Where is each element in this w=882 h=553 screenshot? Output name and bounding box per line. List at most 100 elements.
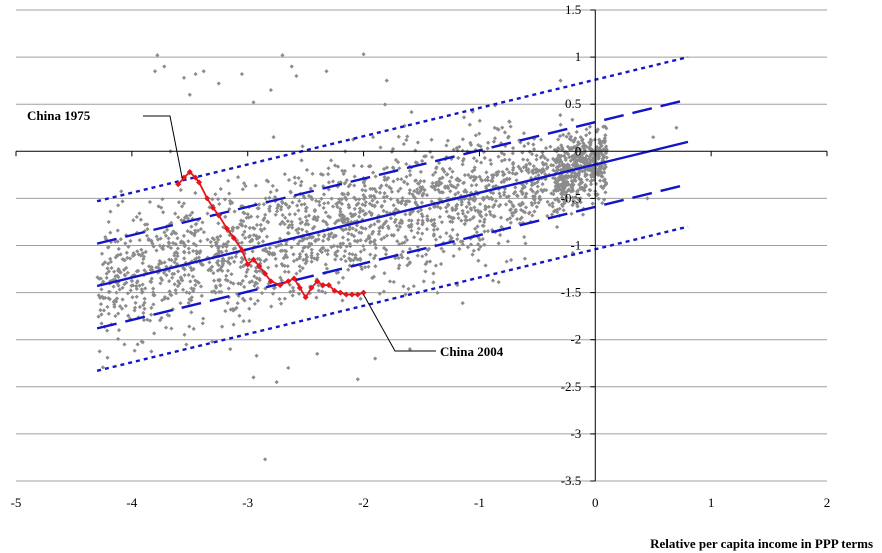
scatter-point — [575, 204, 580, 209]
scatter-point — [158, 281, 163, 286]
china-path-point — [196, 179, 203, 186]
scatter-point — [448, 234, 453, 239]
scatter-point — [385, 224, 391, 229]
scatter-point — [143, 249, 148, 254]
scatter-point — [254, 233, 259, 239]
scatter-point — [468, 206, 473, 211]
scatter-point — [353, 253, 358, 258]
scatter-point — [183, 260, 188, 265]
scatter-point — [302, 244, 307, 250]
scatter-point — [98, 302, 104, 307]
scatter-point — [554, 160, 559, 165]
scatter-point — [515, 217, 520, 222]
scatter-point — [438, 206, 443, 211]
scatter-point — [420, 214, 425, 219]
scatter-point — [188, 279, 193, 284]
scatter-point — [218, 283, 223, 288]
scatter-point — [599, 184, 604, 189]
scatter-point — [299, 179, 304, 184]
scatter-point — [513, 207, 518, 212]
scatter-point — [242, 229, 247, 234]
scatter-point — [436, 183, 441, 188]
y-tick-label: -3.5 — [561, 473, 582, 488]
scatter-point — [251, 100, 256, 105]
scatter-point — [452, 241, 457, 246]
scatter-point — [403, 212, 408, 217]
scatter-point — [211, 271, 216, 276]
scatter-point — [140, 251, 145, 256]
scatter-point — [368, 164, 373, 169]
scatter-point — [232, 307, 237, 312]
scatter-point — [486, 196, 492, 201]
china-path-point — [277, 282, 284, 289]
scatter-point — [555, 210, 560, 215]
x-tick-label: -1 — [474, 495, 485, 510]
scatter-point — [368, 186, 373, 191]
scatter-point — [415, 140, 421, 145]
scatter-point — [345, 217, 351, 222]
scatter-point — [263, 248, 268, 253]
scatter-point — [178, 240, 183, 245]
scatter-point — [484, 186, 489, 191]
scatter-point — [493, 103, 498, 108]
scatter-point — [429, 137, 434, 142]
scatter-point — [326, 166, 331, 171]
scatter-point — [216, 237, 221, 242]
scatter-point — [532, 200, 538, 205]
scatter-point — [180, 278, 185, 283]
scatter-point — [437, 190, 442, 195]
scatter-point — [201, 316, 206, 321]
scatter-point — [292, 175, 297, 180]
scatter-point — [494, 170, 499, 175]
scatter-point — [404, 237, 410, 243]
scatter-point — [602, 146, 608, 152]
scatter-point — [243, 274, 249, 279]
scatter-point — [260, 239, 266, 244]
scatter-point — [476, 247, 481, 252]
scatter-point — [418, 237, 423, 242]
scatter-point — [320, 289, 325, 294]
scatter-point — [178, 187, 183, 193]
scatter-point — [340, 220, 346, 225]
scatter-point — [184, 213, 189, 219]
scatter-point — [187, 297, 192, 302]
scatter-point — [336, 180, 341, 185]
scatter-point — [172, 253, 177, 258]
scatter-point — [395, 198, 400, 203]
scatter-point — [462, 189, 467, 194]
scatter-point — [370, 186, 375, 191]
scatter-point — [580, 137, 585, 142]
china-path-point — [262, 270, 269, 277]
scatter-point — [399, 218, 404, 223]
scatter-point — [338, 206, 343, 212]
scatter-point — [407, 188, 412, 193]
scatter-point — [338, 180, 343, 185]
scatter-point — [484, 170, 489, 175]
scatter-point — [446, 185, 451, 191]
scatter-point — [352, 206, 357, 211]
scatter-point — [447, 214, 452, 219]
scatter-point — [574, 153, 579, 158]
scatter-point — [292, 212, 298, 217]
scatter-point — [504, 167, 510, 172]
scatter-point — [548, 144, 553, 149]
scatter-point — [299, 220, 305, 225]
scatter-point — [186, 300, 191, 306]
scatter-point — [476, 142, 481, 148]
scatter-point — [558, 78, 563, 83]
scatter-point — [349, 214, 354, 219]
scatter-point — [370, 135, 376, 140]
scatter-point — [140, 282, 145, 287]
scatter-point — [419, 212, 424, 217]
scatter-point — [531, 142, 536, 147]
scatter-point — [482, 155, 487, 161]
scatter-point — [560, 161, 565, 166]
china-path-point — [175, 181, 182, 188]
scatter-point — [251, 375, 256, 380]
scatter-point — [405, 198, 410, 204]
scatter-point — [189, 259, 194, 264]
scatter-point — [558, 173, 563, 178]
scatter-point — [468, 142, 474, 147]
scatter-point — [554, 165, 559, 170]
scatter-point — [360, 226, 366, 231]
